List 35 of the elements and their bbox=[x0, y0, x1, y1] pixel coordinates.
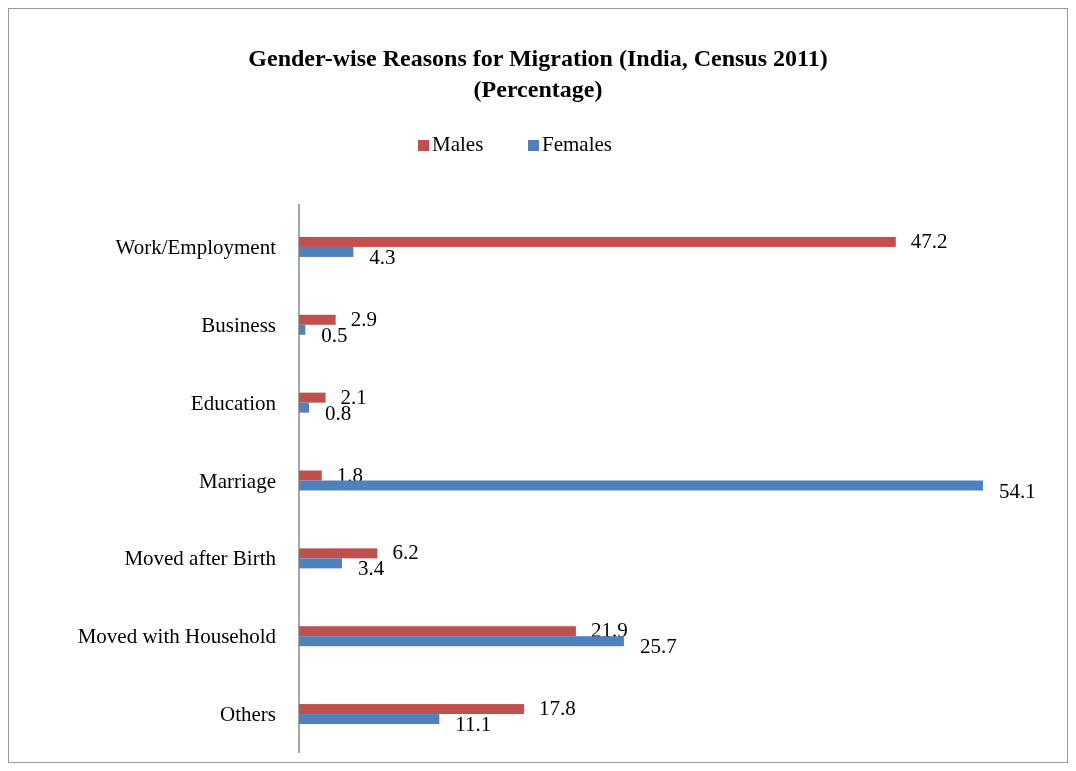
bar bbox=[299, 714, 440, 725]
legend-label: Males bbox=[432, 132, 484, 156]
y-tick-label: Marriage bbox=[199, 468, 276, 493]
bar bbox=[299, 246, 354, 257]
data-label: 6.2 bbox=[392, 540, 419, 565]
bar bbox=[299, 470, 322, 481]
data-label: 3.4 bbox=[357, 556, 385, 581]
y-tick-label: Education bbox=[190, 390, 277, 415]
data-label: 0.5 bbox=[321, 322, 348, 347]
bar bbox=[299, 402, 310, 413]
data-label: 17.8 bbox=[539, 696, 576, 721]
y-tick-label: Others bbox=[220, 702, 276, 727]
bar bbox=[299, 392, 326, 403]
bar bbox=[299, 558, 342, 569]
data-label: 21.9 bbox=[590, 618, 628, 643]
data-label: 2.9 bbox=[350, 306, 377, 331]
bar bbox=[299, 636, 624, 647]
bar bbox=[299, 314, 336, 325]
data-label: 54.1 bbox=[999, 478, 1036, 503]
data-label: 47.2 bbox=[910, 228, 948, 253]
y-tick-label: Moved after Birth bbox=[124, 546, 277, 571]
data-label: 11.1 bbox=[455, 712, 492, 737]
bar bbox=[299, 324, 306, 335]
data-label: 25.7 bbox=[639, 634, 677, 659]
y-tick-label: Business bbox=[201, 312, 276, 337]
legend-label: Females bbox=[542, 132, 612, 156]
bar bbox=[299, 236, 896, 247]
bar bbox=[299, 626, 576, 637]
bar bbox=[299, 480, 983, 491]
chart-title: Gender-wise Reasons for Migration (India, Census 2011) (Percentage) bbox=[248, 45, 828, 102]
bar bbox=[299, 704, 525, 715]
bar bbox=[299, 548, 378, 559]
y-tick-label: Work/Employment bbox=[115, 234, 277, 259]
y-tick-label: Moved with Household bbox=[77, 624, 277, 649]
data-label: 4.3 bbox=[369, 244, 396, 269]
